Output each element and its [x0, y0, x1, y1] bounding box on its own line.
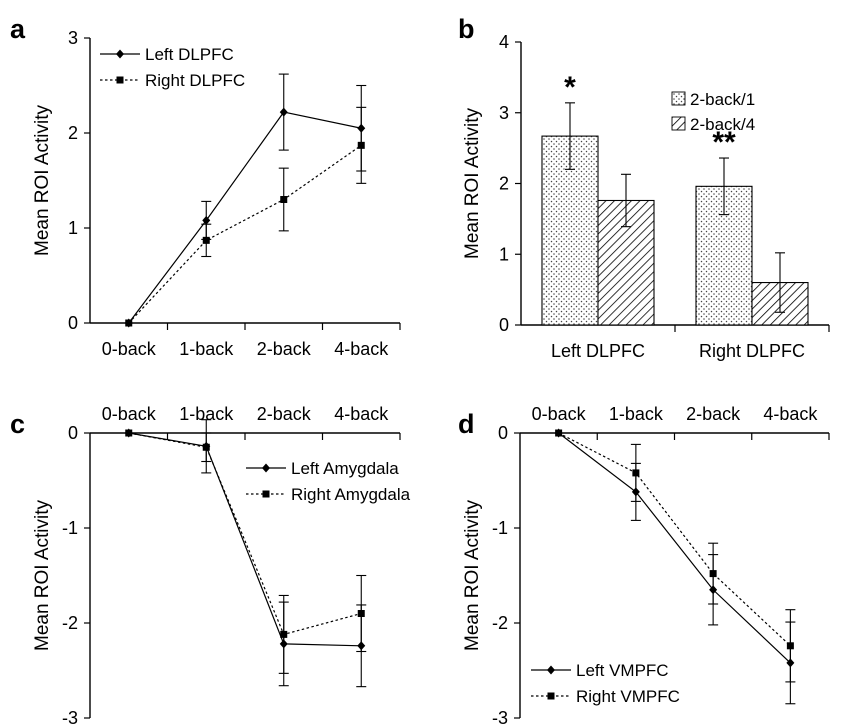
data-point: [279, 107, 288, 117]
data-point: [202, 443, 210, 451]
y-tick-label: -1: [62, 518, 78, 538]
x-tick-label: 2-back: [257, 404, 312, 424]
legend-marker: [547, 692, 555, 700]
x-tick-label: 4-back: [334, 339, 389, 359]
data-point: [357, 141, 365, 149]
significance-marker: **: [712, 126, 736, 159]
series-line: [128, 144, 362, 324]
x-tick-label: 4-back: [763, 404, 818, 424]
data-point: [202, 236, 210, 244]
y-tick-label: 0: [68, 423, 78, 443]
x-tick-label: 4-back: [334, 404, 389, 424]
data-point: [555, 429, 563, 437]
data-point: [202, 215, 211, 225]
y-tick-label: 2: [68, 123, 78, 143]
y-tick-label: -3: [492, 708, 508, 726]
x-tick-label: 0-back: [532, 404, 587, 424]
legend: 2-back/1 2-back/4: [671, 90, 755, 134]
y-axis-label: Mean ROI Activity: [462, 500, 483, 651]
x-tick-label: Left DLPFC: [551, 341, 645, 361]
series-right-amygdala: [125, 429, 367, 674]
series-right-dlpfc: [125, 106, 367, 327]
panel-letter-d: d: [458, 409, 475, 439]
legend-label: Left Amygdala: [291, 459, 399, 478]
y-tick-label: -1: [492, 518, 508, 538]
data-point: [709, 570, 717, 578]
panel-b: b 0 1 2 3 4 Left DLPFC Right DLPFC Mean ROI Acti…: [458, 14, 830, 361]
legend-label: 2-back/4: [690, 115, 755, 134]
legend-marker: [262, 490, 270, 498]
data-point: [125, 319, 133, 327]
legend-marker: [262, 463, 270, 473]
series-right-vmpfc: [555, 429, 796, 683]
series-line: [558, 432, 791, 664]
significance-marker: *: [564, 71, 576, 104]
legend-marker: [116, 49, 124, 59]
y-axis-label: Mean ROI Activity: [32, 500, 53, 651]
legend-label: Left VMPFC: [576, 661, 669, 680]
panel-a: a 0 1 2 3 0-back 1-back 2-back 4-back Mean ROI Ac…: [10, 14, 401, 359]
y-axis-label: Mean ROI Activity: [462, 108, 483, 259]
data-point: [280, 630, 288, 638]
series-line: [558, 432, 791, 647]
panel-letter-b: b: [458, 14, 475, 44]
y-tick-label: -2: [62, 613, 78, 633]
y-tick-label: 2: [499, 174, 509, 194]
x-tick-label: 0-back: [102, 404, 157, 424]
y-axis-label: Mean ROI Activity: [32, 105, 53, 256]
data-point: [280, 196, 288, 203]
y-tick-label: 0: [68, 313, 78, 333]
legend-background: [92, 40, 260, 94]
series-line: [128, 432, 362, 636]
legend: Left VMPFC Right VMPFC: [523, 658, 705, 712]
x-tick-label: 2-back: [686, 404, 741, 424]
y-tick-label: -2: [492, 613, 508, 633]
y-tick-label: 0: [499, 315, 509, 335]
legend-label: 2-back/1: [690, 90, 755, 109]
data-point: [357, 610, 365, 617]
legend-swatch: [671, 116, 686, 131]
legend-label: Right VMPFC: [576, 687, 680, 706]
legend-background: [238, 454, 436, 508]
x-tick-label: Right DLPFC: [699, 341, 805, 361]
x-tick-label: 1-back: [179, 339, 234, 359]
legend: Left DLPFC Right DLPFC: [92, 40, 260, 94]
x-tick-label: 0-back: [102, 339, 157, 359]
y-tick-label: 3: [499, 103, 509, 123]
x-tick-label: 1-back: [609, 404, 664, 424]
data-point: [125, 429, 133, 437]
legend-background: [523, 658, 705, 712]
legend-label: Left DLPFC: [145, 45, 234, 64]
y-tick-label: 0: [498, 423, 508, 443]
panel-c: c 0 -1 -2 -3 0-back 1-back 2-back 4-back Mean ROI…: [10, 404, 436, 726]
x-tick-label: 1-back: [179, 404, 234, 424]
series-line: [128, 432, 362, 647]
data-point: [632, 469, 640, 477]
legend-marker: [547, 665, 555, 675]
panel-letter-a: a: [10, 14, 26, 44]
x-tick-label: 2-back: [257, 339, 312, 359]
y-tick-label: 3: [68, 28, 78, 48]
panel-d: d 0 -1 -2 -3 0-back 1-back 2-back 4-back Mean ROI…: [458, 404, 830, 726]
data-point: [786, 642, 794, 650]
y-tick-label: 4: [499, 32, 509, 52]
legend-swatch: [671, 91, 686, 106]
y-tick-label: 1: [68, 218, 78, 238]
legend: Left Amygdala Right Amygdala: [238, 454, 436, 508]
y-tick-label: -3: [62, 708, 78, 726]
series-line: [128, 111, 362, 324]
y-tick-label: 1: [499, 244, 509, 264]
legend-label: Right Amygdala: [291, 485, 411, 504]
legend-label: Right DLPFC: [145, 71, 245, 90]
panel-letter-c: c: [10, 409, 25, 439]
legend-marker: [116, 76, 124, 84]
